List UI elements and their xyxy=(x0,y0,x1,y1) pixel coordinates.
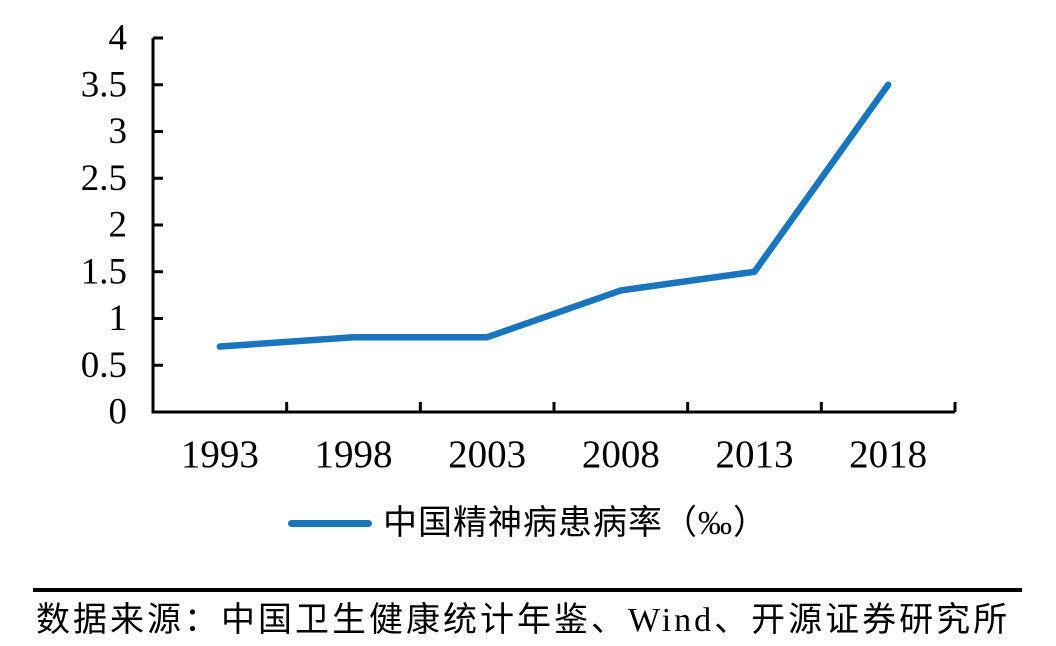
y-tick-label: 2 xyxy=(109,205,128,246)
y-tick-label: 4 xyxy=(109,18,128,59)
x-tick-label: 2008 xyxy=(582,433,660,476)
x-tick-label: 1998 xyxy=(315,433,393,476)
y-tick-label: 2.5 xyxy=(81,158,127,199)
y-tick-label: 1 xyxy=(109,298,128,339)
y-tick-label: 0 xyxy=(109,392,128,433)
x-tick-label: 2013 xyxy=(716,433,794,476)
legend-line-swatch xyxy=(288,520,372,528)
series-line xyxy=(216,81,892,350)
y-tick-label: 3 xyxy=(109,111,128,152)
y-tick-label: 1.5 xyxy=(81,251,127,292)
x-tick-label: 2003 xyxy=(448,433,526,476)
line-chart: 0 0.5 1 1.5 2 2.5 3 3.5 4 1993 1998 2003 2008 2013 201… xyxy=(81,18,957,476)
source-note: 数据来源：中国卫生健康统计年鉴、Wind、开源证券研究所 xyxy=(36,602,1011,639)
y-tick-label: 3.5 xyxy=(81,64,127,105)
divider-rule xyxy=(33,588,1022,592)
x-tick-label: 2018 xyxy=(849,433,927,476)
chart-legend: 中国精神病患病率（‰） xyxy=(0,504,1056,543)
x-tick-label: 1993 xyxy=(181,433,259,476)
legend-label: 中国精神病患病率（‰） xyxy=(383,505,768,542)
y-tick-label: 0.5 xyxy=(81,345,127,386)
